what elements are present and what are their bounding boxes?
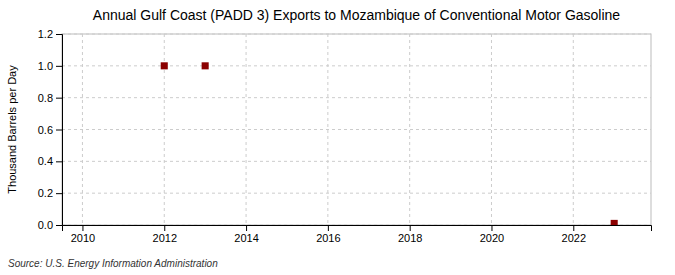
x-axis: 2010 2012 2014 2016 2018 2020 2022 xyxy=(63,225,652,244)
x-tick: 2018 xyxy=(398,225,422,244)
x-tick: 2016 xyxy=(316,225,340,244)
x-tick: 2020 xyxy=(480,225,504,244)
x-tick-label: 2020 xyxy=(480,232,504,244)
y-tick-label: 0.2 xyxy=(38,187,53,199)
y-tick-mark xyxy=(56,193,62,194)
grid-line-y xyxy=(62,97,651,98)
grid-line-x xyxy=(491,34,492,225)
y-tick: 0.8 xyxy=(38,92,62,104)
y-tick-label: 0.6 xyxy=(38,124,53,136)
y-axis: 0.0 0.2 0.4 0.6 0.8 1.0 1.2 xyxy=(38,28,63,231)
x-tick-label: 2010 xyxy=(71,232,95,244)
point xyxy=(202,62,209,69)
x-tick: 2010 xyxy=(71,225,95,244)
y-tick-label: 1.2 xyxy=(38,28,53,40)
grid-line-y xyxy=(62,129,651,130)
point xyxy=(161,62,168,69)
x-axis-line xyxy=(63,226,652,232)
x-tick-label: 2014 xyxy=(234,232,258,244)
title: Annual Gulf Coast (PADD 3) Exports to Mo… xyxy=(93,7,621,23)
x-tick: 2014 xyxy=(234,225,258,244)
y-tick: 1.0 xyxy=(38,60,62,72)
source: Source: U.S. Energy Information Administ… xyxy=(8,258,218,269)
plot: 2010 2012 2014 2016 2018 2020 2022 0.0 0.2 0.4 0.6… xyxy=(38,28,652,244)
plot-frame xyxy=(62,34,651,225)
grid-line-y xyxy=(62,34,651,35)
y-axis-line xyxy=(56,35,63,226)
y-axis-label: Thousand Barrels per Day xyxy=(6,65,18,194)
y-tick: 0.6 xyxy=(38,124,62,136)
grid-line-x xyxy=(246,34,247,225)
x-tick-mark xyxy=(491,225,492,231)
x-tick-mark xyxy=(410,225,411,231)
x-tick-mark xyxy=(82,225,83,231)
point xyxy=(611,220,618,225)
x-tick: 2012 xyxy=(153,225,177,244)
x-tick-label: 2012 xyxy=(153,232,177,244)
y-tick: 0.2 xyxy=(38,187,62,199)
x-tick-label: 2022 xyxy=(562,232,586,244)
x-tick-mark xyxy=(328,225,329,231)
y-tick-label: 0.0 xyxy=(38,219,53,231)
y-tick-mark xyxy=(56,130,62,131)
y-tick-mark xyxy=(56,98,62,99)
points xyxy=(161,62,618,225)
grid xyxy=(62,34,651,225)
y-tick: 1.2 xyxy=(38,28,62,40)
x-tick-mark xyxy=(573,225,574,231)
grid-line-y xyxy=(62,161,651,162)
grid-line-y xyxy=(62,65,651,66)
x-tick-mark xyxy=(246,225,247,231)
x-tick-label: 2016 xyxy=(316,232,340,244)
y-tick-mark xyxy=(56,225,62,226)
chart: 2010 2012 2014 2016 2018 2020 2022 0.0 0.2 0.4 0.6… xyxy=(0,0,675,275)
y-tick-label: 1.0 xyxy=(38,60,53,72)
y-tick-mark xyxy=(56,66,62,67)
y-tick-label: 0.4 xyxy=(38,155,53,167)
y-tick-mark xyxy=(56,34,62,35)
y-tick: 0.0 xyxy=(38,219,62,231)
y-tick-label: 0.8 xyxy=(38,92,53,104)
x-tick-mark xyxy=(164,225,165,231)
x-tick-label: 2018 xyxy=(398,232,422,244)
y-tick: 0.4 xyxy=(38,155,62,167)
y-tick-mark xyxy=(56,161,62,162)
grid-line-y xyxy=(62,193,651,194)
x-tick: 2022 xyxy=(562,225,586,244)
